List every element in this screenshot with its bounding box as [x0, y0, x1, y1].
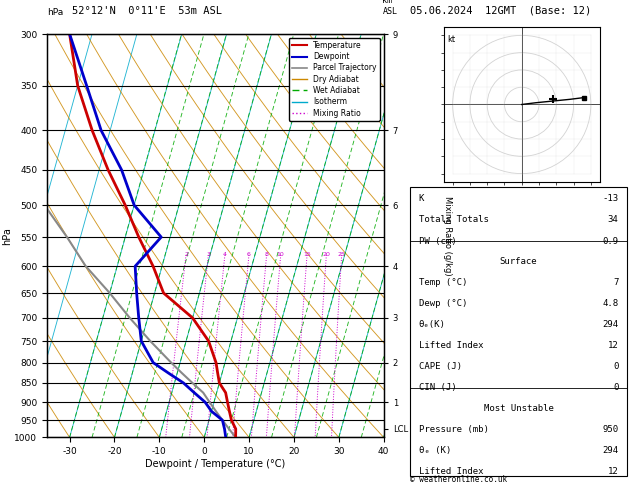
- Text: K: K: [419, 194, 424, 203]
- Text: © weatheronline.co.uk: © weatheronline.co.uk: [410, 474, 507, 484]
- Text: 25: 25: [338, 252, 345, 257]
- Text: 12: 12: [608, 467, 618, 476]
- Text: 12: 12: [608, 341, 618, 350]
- Text: 05.06.2024  12GMT  (Base: 12): 05.06.2024 12GMT (Base: 12): [410, 5, 591, 16]
- Text: Pressure (mb): Pressure (mb): [419, 425, 489, 434]
- Text: 20: 20: [323, 252, 330, 257]
- Text: 0: 0: [613, 383, 618, 393]
- Text: 8: 8: [265, 252, 269, 257]
- Text: 294: 294: [603, 446, 618, 455]
- Text: Lifted Index: Lifted Index: [419, 467, 483, 476]
- Text: Most Unstable: Most Unstable: [484, 404, 554, 413]
- Text: CAPE (J): CAPE (J): [419, 363, 462, 371]
- Text: 6: 6: [247, 252, 251, 257]
- X-axis label: Dewpoint / Temperature (°C): Dewpoint / Temperature (°C): [145, 459, 286, 469]
- Text: 294: 294: [603, 320, 618, 329]
- Text: 15: 15: [303, 252, 311, 257]
- Text: 52°12'N  0°11'E  53m ASL: 52°12'N 0°11'E 53m ASL: [72, 5, 222, 16]
- Text: CIN (J): CIN (J): [419, 383, 457, 393]
- Text: Temp (°C): Temp (°C): [419, 278, 467, 287]
- Y-axis label: Mixing Ratio (g/kg): Mixing Ratio (g/kg): [443, 196, 452, 276]
- Text: 4: 4: [223, 252, 227, 257]
- Text: 10: 10: [277, 252, 284, 257]
- Text: PW (cm): PW (cm): [419, 237, 457, 245]
- Y-axis label: hPa: hPa: [2, 227, 12, 244]
- Text: Dewp (°C): Dewp (°C): [419, 299, 467, 308]
- Legend: Temperature, Dewpoint, Parcel Trajectory, Dry Adiabat, Wet Adiabat, Isotherm, Mi: Temperature, Dewpoint, Parcel Trajectory…: [289, 38, 380, 121]
- Text: 0: 0: [613, 363, 618, 371]
- Text: θₑ(K): θₑ(K): [419, 320, 446, 329]
- Text: -13: -13: [603, 194, 618, 203]
- Text: kt: kt: [447, 35, 455, 44]
- Text: km
ASL: km ASL: [382, 0, 398, 16]
- Text: 950: 950: [603, 425, 618, 434]
- Text: hPa: hPa: [47, 8, 64, 17]
- Text: 2: 2: [184, 252, 188, 257]
- Text: Lifted Index: Lifted Index: [419, 341, 483, 350]
- Text: Totals Totals: Totals Totals: [419, 215, 489, 225]
- Text: 4.8: 4.8: [603, 299, 618, 308]
- Text: 34: 34: [608, 215, 618, 225]
- Text: θₑ (K): θₑ (K): [419, 446, 451, 455]
- Text: 7: 7: [613, 278, 618, 287]
- Text: 3: 3: [206, 252, 211, 257]
- Text: Surface: Surface: [500, 257, 537, 266]
- Text: 0.9: 0.9: [603, 237, 618, 245]
